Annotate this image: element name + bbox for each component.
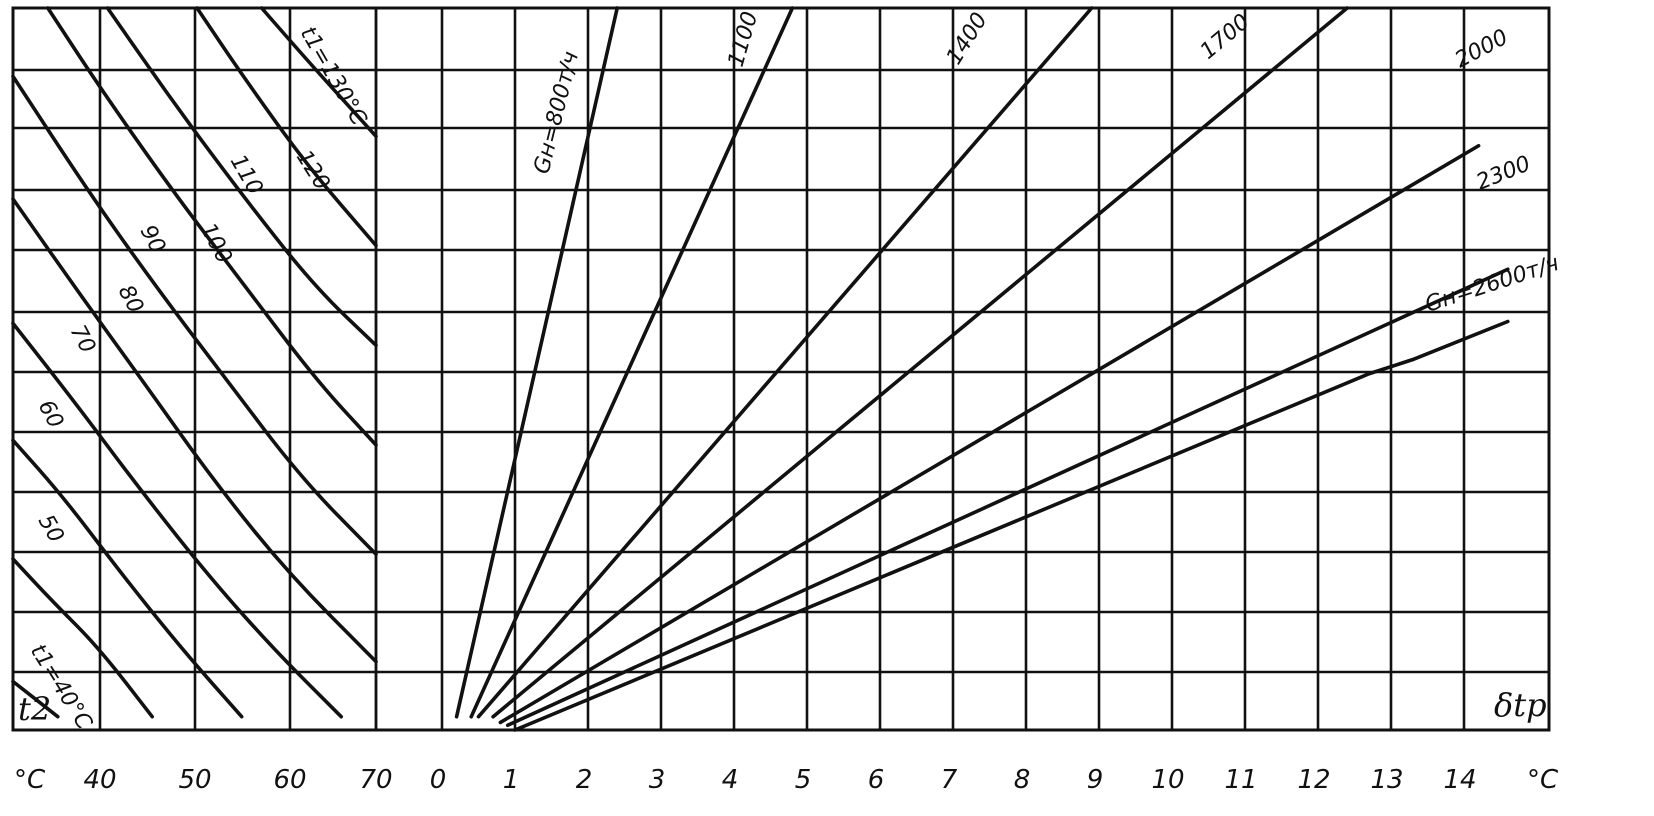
isotherm-curve xyxy=(11,557,154,719)
x-unit-left: °C xyxy=(14,765,46,795)
flow-rate-rays xyxy=(454,6,1510,732)
x-tick-label: 10 xyxy=(1151,765,1184,795)
isotherm-curve xyxy=(105,6,378,348)
isotherm-label: 100 xyxy=(195,219,237,268)
isotherm-label: 60 xyxy=(33,396,68,432)
isotherm-curve xyxy=(11,321,343,719)
flow-rate-label: 1100 xyxy=(724,9,763,70)
flow-rate-label: 2000 xyxy=(1451,25,1512,73)
isotherm-curve xyxy=(11,438,244,719)
x-tick-label: 2 xyxy=(576,765,593,795)
flow-rate-ray xyxy=(498,143,1481,725)
isotherm-curve xyxy=(11,197,378,664)
x-tick-label: 70 xyxy=(359,765,392,795)
isotherm-curve xyxy=(46,6,378,447)
flow-rate-ray xyxy=(505,267,1510,728)
isotherm-curve xyxy=(11,679,60,719)
x-tick-label: 14 xyxy=(1443,765,1476,795)
flow-rate-ray xyxy=(476,6,1094,719)
x-tick-label: 0 xyxy=(430,765,447,795)
flow-rate-ray xyxy=(469,6,795,719)
x-tick-label: 8 xyxy=(1014,765,1031,795)
isotherm-curve xyxy=(259,6,378,139)
x-tick-label: 1 xyxy=(503,765,520,795)
x-unit-right: °C xyxy=(1527,765,1559,795)
flow-rate-ray xyxy=(454,6,620,719)
flow-rate-label: 1400 xyxy=(942,8,993,69)
isotherm-curves xyxy=(11,6,378,719)
flow-rate-label: Gн=2600т/ч xyxy=(1422,251,1562,318)
axis-name-left: t2 xyxy=(18,690,51,728)
x-tick-label: 4 xyxy=(722,765,739,795)
isotherm-curve xyxy=(11,74,378,557)
isotherm-label: 110 xyxy=(225,151,268,200)
isotherm-label: 90 xyxy=(135,221,170,257)
x-tick-label: 13 xyxy=(1370,765,1403,795)
x-tick-label: 60 xyxy=(273,765,306,795)
x-tick-label: 11 xyxy=(1224,765,1257,795)
x-tick-label: 7 xyxy=(941,765,958,795)
isotherm-label: 70 xyxy=(65,321,100,357)
flow-rate-ray xyxy=(491,6,1349,719)
axis-names: t2 δtp xyxy=(18,686,1547,728)
isotherm-label: t1=130°C xyxy=(295,23,372,131)
x-tick-label: 3 xyxy=(649,765,666,795)
x-tick-label: 50 xyxy=(178,765,211,795)
tick-labels: °C 40 50 60 70 0 1 2 3 4 5 6 7 8 9 10 11 12 13 14 °C xyxy=(14,765,1559,795)
x-tick-label: 9 xyxy=(1087,765,1104,795)
isotherm-curve xyxy=(195,6,378,248)
grid xyxy=(11,6,1551,732)
axis-name-right: δtp xyxy=(1494,686,1547,724)
x-tick-label: 6 xyxy=(868,765,885,795)
flow-rate-label: Gн=800т/ч xyxy=(530,49,585,176)
flow-rate-ray xyxy=(513,319,1510,732)
x-tick-label: 5 xyxy=(795,765,812,795)
isotherm-label: 50 xyxy=(33,511,69,548)
x-tick-label: 40 xyxy=(83,765,116,795)
x-tick-label: 12 xyxy=(1297,765,1330,795)
